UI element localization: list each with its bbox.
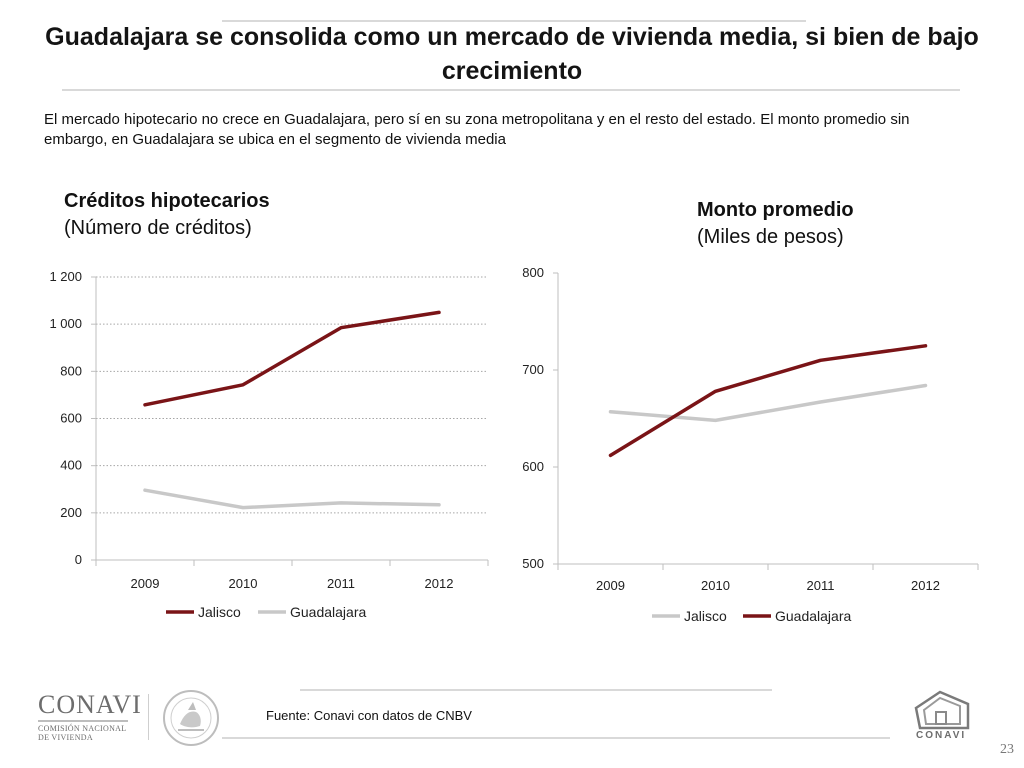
legend-label-jalisco: Jalisco — [198, 604, 241, 620]
legend-label-guadalajara: Guadalajara — [290, 604, 366, 620]
x-tick-label: 2012 — [911, 578, 940, 593]
y-tick-label: 1 000 — [49, 316, 82, 331]
page-number: 23 — [1000, 742, 1014, 757]
house-logo-icon — [914, 690, 970, 730]
x-tick-label: 2009 — [596, 578, 625, 593]
x-tick-label: 2009 — [131, 576, 160, 591]
left-chart-heading: Créditos hipotecarios (Número de crédito… — [64, 188, 270, 242]
series-line-guadalajara — [143, 488, 441, 510]
footer-bottom-rule — [222, 737, 890, 739]
x-tick-label: 2010 — [701, 578, 730, 593]
y-tick-label: 800 — [60, 363, 82, 378]
footer-top-rule — [300, 689, 772, 691]
conavi-logo-line1: COMISIÓN NACIONAL — [38, 724, 127, 733]
logo-divider — [148, 694, 149, 740]
house-logo-word: CONAVI — [916, 730, 967, 741]
series-line-jalisco — [608, 383, 928, 423]
legend-label-jalisco: Jalisco — [684, 608, 727, 624]
series-line-jalisco — [143, 310, 441, 407]
conavi-logo-word: CONAVI — [38, 690, 142, 719]
title-top-rule — [222, 20, 806, 22]
y-tick-label: 1 200 — [49, 269, 82, 284]
x-tick-label: 2011 — [327, 576, 355, 591]
right-chart-subtitle: (Miles de pesos) — [697, 226, 844, 248]
left-chart-title: Créditos hipotecarios — [64, 190, 270, 212]
legend-label-guadalajara: Guadalajara — [775, 608, 851, 624]
y-tick-label: 400 — [60, 458, 82, 473]
y-tick-label: 0 — [75, 552, 82, 567]
y-tick-label: 500 — [522, 556, 544, 571]
left-chart-subtitle: (Número de créditos) — [64, 217, 252, 239]
y-tick-label: 800 — [522, 265, 544, 280]
conavi-logo-bar — [38, 720, 128, 722]
series-line-guadalajara — [608, 344, 928, 458]
x-tick-label: 2012 — [425, 576, 454, 591]
y-tick-label: 600 — [522, 459, 544, 474]
mexico-seal-icon — [163, 690, 219, 746]
conavi-logo: CONAVI COMISIÓN NACIONAL DE VIVIENDA — [38, 690, 142, 742]
conavi-logo-line2: DE VIVIENDA — [38, 733, 93, 742]
slide-title: Guadalajara se consolida como un mercado… — [45, 23, 979, 85]
y-tick-label: 700 — [522, 362, 544, 377]
title-bottom-rule — [62, 89, 960, 91]
x-tick-label: 2011 — [807, 578, 835, 593]
source-note: Fuente: Conavi con datos de CNBV — [266, 708, 472, 723]
right-chart-title: Monto promedio — [697, 199, 854, 221]
slide-subtitle: El mercado hipotecario no crece en Guada… — [44, 111, 910, 148]
x-tick-label: 2010 — [229, 576, 258, 591]
y-tick-label: 200 — [60, 505, 82, 520]
right-chart-heading: Monto promedio (Miles de pesos) — [697, 197, 854, 251]
y-tick-label: 600 — [60, 411, 82, 426]
